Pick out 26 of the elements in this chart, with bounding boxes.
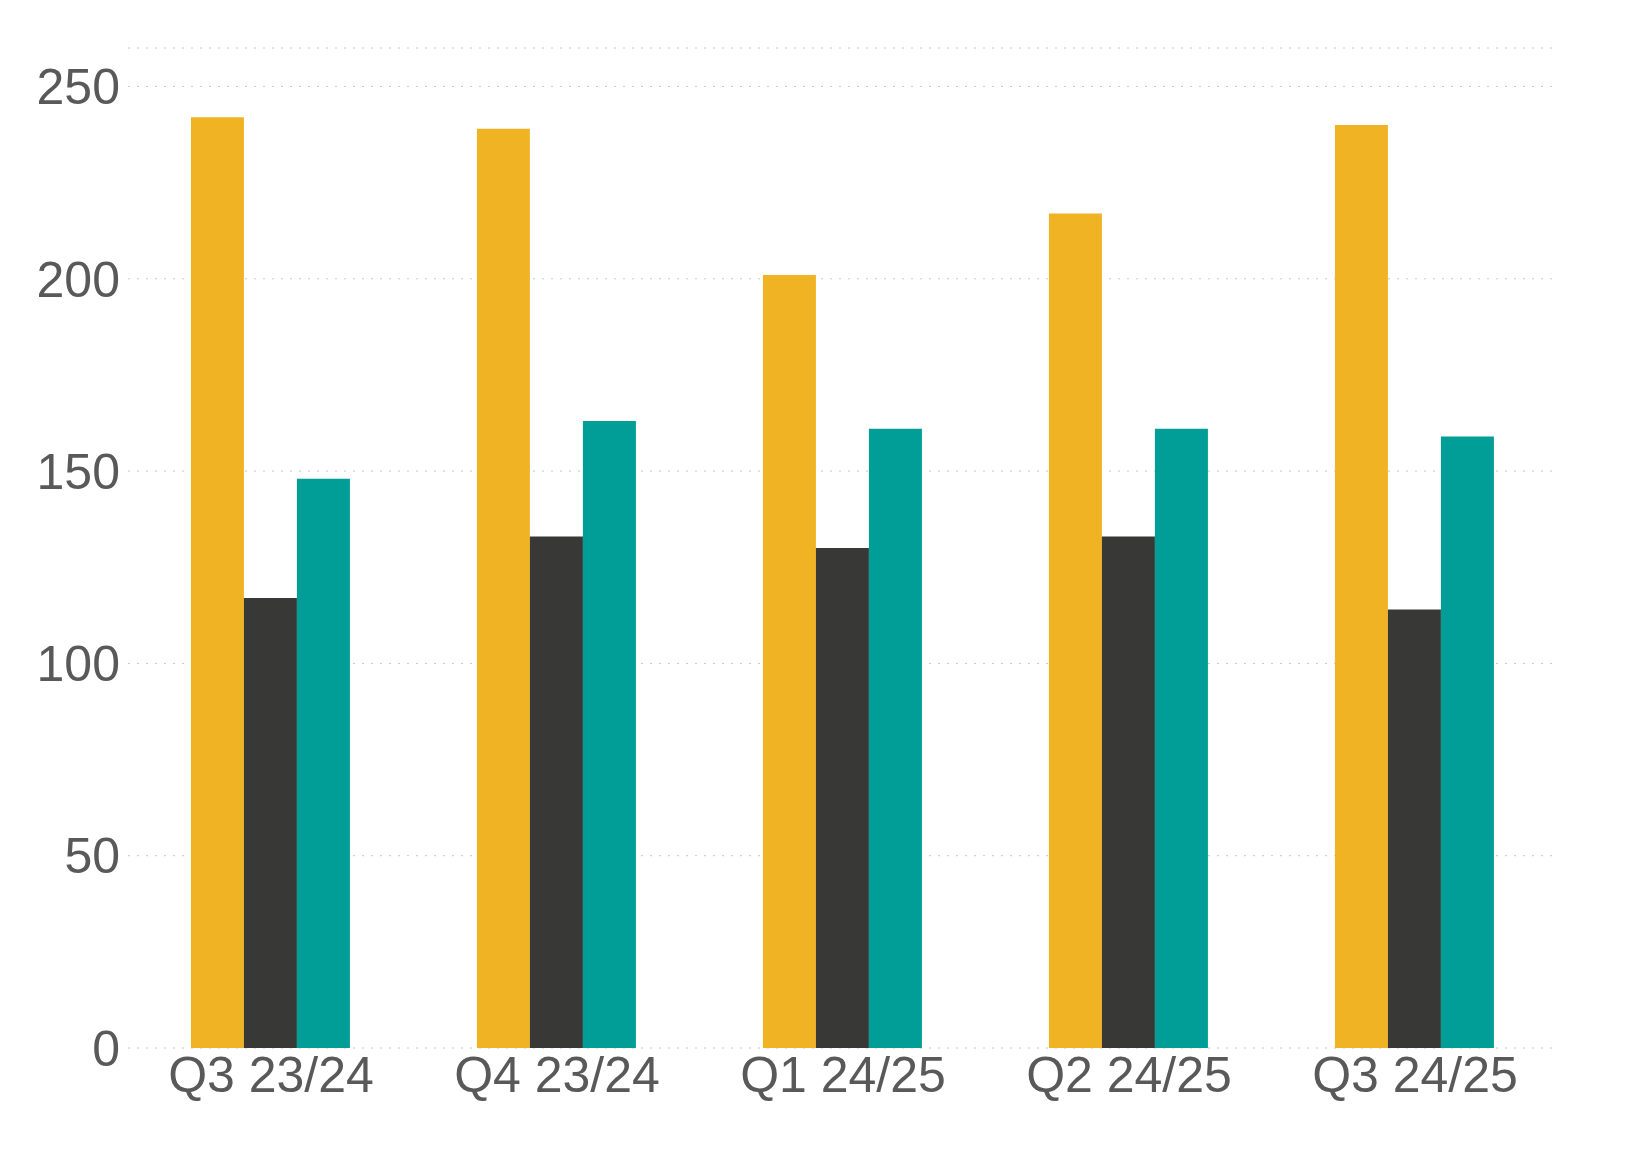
y-tick-label: 50 [64, 828, 120, 885]
bar [815, 548, 869, 1048]
x-tick-label: Q3 24/25 [1312, 1046, 1518, 1103]
y-tick-label: 100 [36, 636, 120, 693]
y-tick-label: 250 [36, 59, 120, 116]
bar [1048, 213, 1102, 1048]
bar [1334, 124, 1388, 1048]
bar [582, 421, 636, 1048]
bar [868, 428, 922, 1048]
bar [296, 478, 350, 1048]
bar [1440, 436, 1494, 1048]
bar [243, 598, 297, 1048]
x-tick-label: Q1 24/25 [740, 1046, 946, 1103]
bar [1154, 428, 1208, 1048]
x-tick-label: Q3 23/24 [168, 1046, 374, 1103]
bar [190, 117, 244, 1048]
bar [529, 536, 583, 1048]
y-tick-label: 200 [36, 251, 120, 308]
x-tick-label: Q2 24/25 [1026, 1046, 1232, 1103]
y-tick-label: 0 [92, 1020, 120, 1077]
bar [762, 274, 816, 1048]
x-tick-label: Q4 23/24 [454, 1046, 660, 1103]
bar [1101, 536, 1155, 1048]
y-tick-label: 150 [36, 443, 120, 500]
bar [476, 128, 530, 1048]
bar [1387, 609, 1441, 1048]
